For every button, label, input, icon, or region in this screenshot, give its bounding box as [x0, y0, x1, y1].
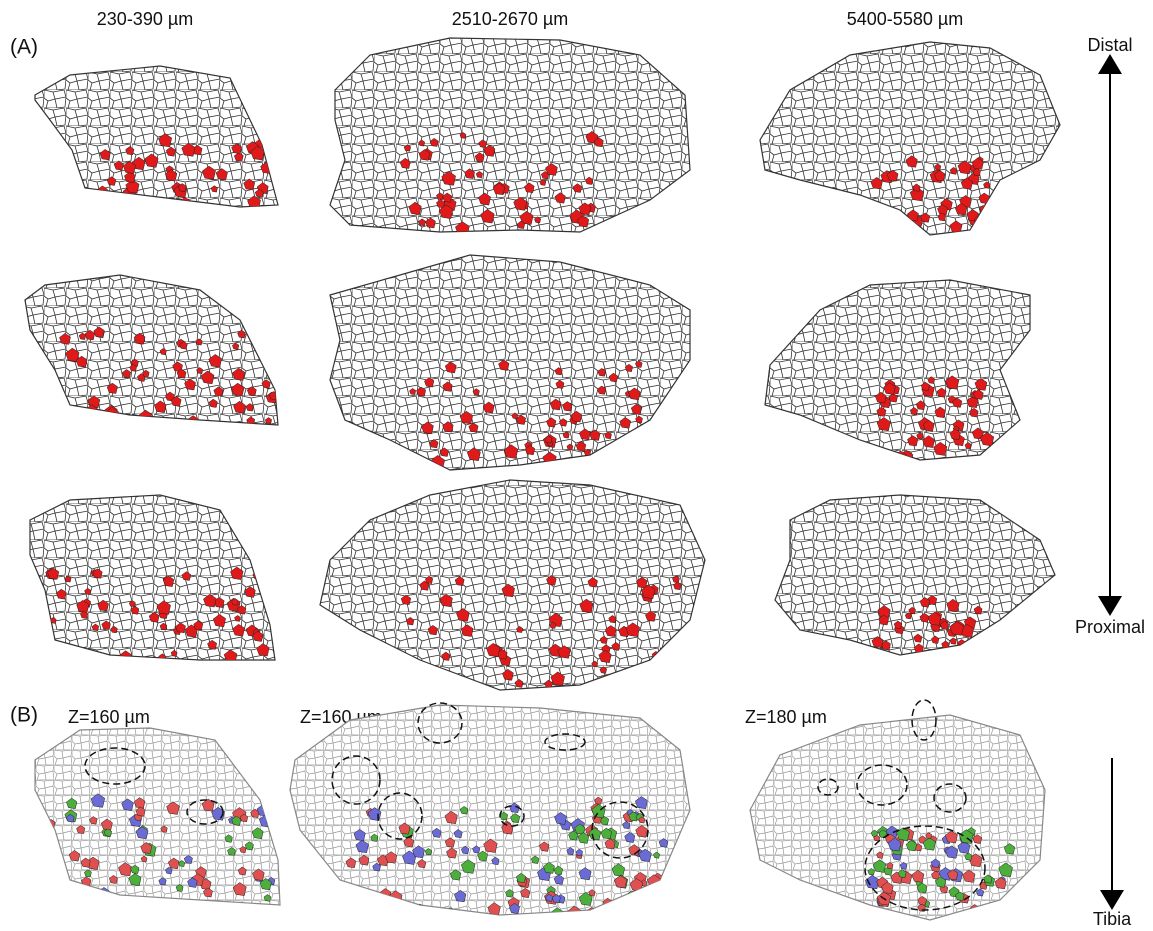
marked-cell — [644, 662, 655, 673]
marked-cell — [263, 585, 269, 591]
panel-label: (A) — [10, 36, 38, 59]
marked-cell — [376, 898, 384, 906]
marked-cell — [63, 154, 73, 164]
marked-cell — [867, 218, 879, 230]
muscle-section — [765, 280, 1030, 464]
marked-cell — [535, 462, 543, 470]
marked-cell — [393, 907, 402, 916]
section-outline — [330, 38, 690, 232]
marked-cell — [45, 869, 56, 880]
marked-cell — [563, 462, 576, 475]
marked-cell — [41, 892, 54, 905]
marked-cell — [54, 154, 61, 161]
section-label: Z=180 µm — [745, 707, 827, 727]
marked-cell — [54, 421, 62, 429]
marked-cell — [633, 909, 642, 918]
marked-cell — [348, 887, 360, 899]
marked-cell — [592, 454, 604, 466]
marked-cell — [876, 451, 887, 462]
muscle-section — [330, 38, 690, 236]
marked-cell — [105, 198, 113, 206]
muscle-section — [35, 66, 278, 214]
marked-cell — [51, 200, 59, 208]
marked-cell — [400, 449, 411, 460]
marked-cell — [411, 667, 424, 680]
marked-cell — [269, 814, 279, 824]
section-outline — [35, 66, 278, 207]
sections — [25, 38, 1060, 920]
marked-cell — [357, 891, 369, 903]
marked-cell — [61, 188, 73, 200]
marked-cell — [407, 661, 416, 670]
marked-cell — [991, 906, 1000, 915]
marked-cell — [404, 463, 414, 473]
marked-cell — [49, 403, 62, 416]
muscle-section — [35, 728, 280, 905]
marked-cell — [52, 645, 63, 656]
muscle-section — [775, 495, 1055, 655]
axis-label: Distal — [1087, 35, 1132, 55]
marked-cell — [983, 909, 990, 916]
section-outline — [320, 480, 705, 690]
marked-cell — [658, 907, 670, 919]
marked-cell — [999, 908, 1009, 918]
figure: 230-390 µm 2510-2670 µm 5400-5580 µm (A)… — [0, 0, 1153, 931]
marked-cell — [348, 890, 356, 898]
marked-cell — [661, 890, 672, 901]
section-outline — [775, 495, 1055, 655]
column-headers: 230-390 µm 2510-2670 µm 5400-5580 µm — [97, 9, 963, 29]
axis-label: Proximal — [1075, 617, 1145, 637]
muscle-section — [330, 255, 690, 474]
muscle-section — [30, 495, 275, 663]
marked-cell — [353, 903, 361, 911]
muscle-section — [25, 275, 278, 428]
marked-cell — [103, 199, 113, 209]
section-outline — [750, 715, 1045, 920]
muscle-section — [290, 703, 690, 920]
section-label: Z=160 µm — [68, 707, 150, 727]
column-header: 5400-5580 µm — [847, 9, 963, 29]
column-header: 230-390 µm — [97, 9, 193, 29]
marked-cell — [69, 165, 76, 172]
marked-cell — [136, 199, 143, 206]
muscle-section — [320, 480, 705, 690]
marked-cell — [976, 908, 986, 918]
marked-cell — [397, 674, 410, 687]
axis-label: Tibia — [1093, 909, 1132, 929]
muscle-section — [750, 700, 1045, 920]
marked-cell — [51, 179, 59, 187]
muscle-section — [760, 42, 1060, 235]
marked-cell — [680, 635, 691, 646]
marked-cell — [659, 663, 671, 675]
panel-label: (B) — [10, 704, 38, 727]
column-header: 2510-2670 µm — [452, 9, 568, 29]
section-outline — [760, 42, 1060, 235]
section-outline — [765, 280, 1030, 460]
marked-cell — [69, 206, 77, 214]
marked-cell — [660, 650, 671, 661]
marked-cell — [861, 904, 868, 911]
marked-cell — [39, 828, 51, 840]
